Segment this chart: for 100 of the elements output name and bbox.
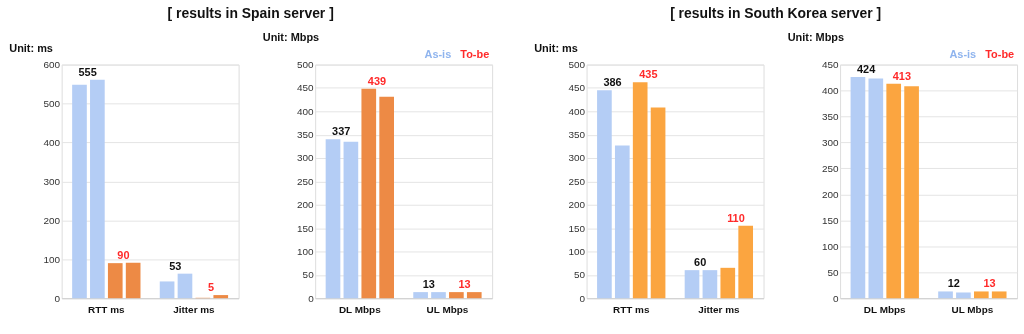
bar xyxy=(325,139,341,299)
bar xyxy=(431,292,446,299)
annotation: 413 xyxy=(892,69,911,82)
y-tick-label: 200 xyxy=(821,188,840,200)
y-tick-label: 100 xyxy=(43,253,61,265)
y-tick-label: 500 xyxy=(568,59,586,71)
chart-title: [ results in Spain server ] xyxy=(167,5,334,22)
y-tick-label: 100 xyxy=(297,245,315,257)
y-tick-label: 100 xyxy=(568,245,586,257)
y-tick-label: 0 xyxy=(833,292,840,304)
bar xyxy=(159,281,175,299)
y-tick-label: 150 xyxy=(568,222,586,234)
bar xyxy=(343,141,359,299)
y-tick-label: 300 xyxy=(821,136,840,148)
bar xyxy=(868,78,884,299)
annotation: 60 xyxy=(694,256,707,269)
text: To-be xyxy=(460,47,490,60)
y-tick-label: 250 xyxy=(297,175,315,187)
y-tick-label: 600 xyxy=(43,59,61,71)
bar xyxy=(650,107,666,299)
y-tick-label: 300 xyxy=(43,175,61,187)
bar xyxy=(177,273,193,299)
y-tick-label: 400 xyxy=(43,136,61,148)
chart-subtitle: Unit: ms xyxy=(9,41,53,54)
bar xyxy=(614,145,630,299)
y-tick-label: 500 xyxy=(43,97,61,109)
annotation: 5 xyxy=(208,281,215,294)
annotation: 337 xyxy=(332,125,351,138)
text: As-is xyxy=(424,47,452,60)
annotation: 439 xyxy=(367,74,387,87)
x-tick-label: RTT ms xyxy=(88,303,126,315)
annotation: 13 xyxy=(458,278,471,291)
y-tick-label: 50 xyxy=(574,269,586,281)
y-tick-label: 400 xyxy=(821,85,840,96)
annotation: 110 xyxy=(727,211,745,224)
bar xyxy=(991,291,1007,299)
annotation: 13 xyxy=(983,277,996,290)
bar xyxy=(684,270,700,299)
y-tick-label: 250 xyxy=(568,175,586,187)
y-tick-label: 200 xyxy=(297,199,315,211)
bar xyxy=(702,270,718,299)
y-tick-label: 0 xyxy=(579,292,586,304)
bar xyxy=(449,292,464,299)
bar xyxy=(90,79,105,299)
bar xyxy=(213,295,229,299)
bar xyxy=(956,292,971,299)
bar xyxy=(413,292,428,299)
x-tick-label: DL Mbps xyxy=(338,303,382,315)
text: As-is xyxy=(949,47,977,60)
bar xyxy=(379,96,394,299)
bar xyxy=(72,84,87,299)
y-tick-label: 450 xyxy=(568,82,586,94)
y-tick-label: 0 xyxy=(308,292,315,304)
annotation: 435 xyxy=(639,68,658,81)
y-tick-label: 350 xyxy=(568,129,586,141)
y-tick-label: 200 xyxy=(43,214,61,226)
text: To-be xyxy=(985,47,1015,60)
bar xyxy=(904,86,919,299)
x-tick-label: Jitter ms xyxy=(698,303,741,315)
chart-subtitle: Unit: Mbps xyxy=(787,30,845,43)
bar xyxy=(973,291,989,299)
y-tick-label: 350 xyxy=(297,129,315,141)
y-tick-label: 450 xyxy=(297,82,315,94)
y-tick-label: 50 xyxy=(827,266,840,278)
y-tick-label: 100 xyxy=(821,240,840,252)
y-tick-label: 300 xyxy=(568,152,586,164)
annotation: 90 xyxy=(117,248,130,261)
x-tick-label: DL Mbps xyxy=(863,303,907,315)
bar xyxy=(720,267,736,299)
bar xyxy=(938,291,953,299)
annotation: 424 xyxy=(856,63,877,76)
bar xyxy=(886,83,902,299)
y-tick-label: 450 xyxy=(821,59,840,71)
bar xyxy=(597,90,612,299)
y-tick-label: 0 xyxy=(54,292,61,304)
y-tick-label: 150 xyxy=(297,222,315,234)
x-tick-label: Jitter ms xyxy=(173,303,216,315)
chart-subtitle: Unit: Mbps xyxy=(262,30,320,43)
x-tick-label: RTT ms xyxy=(613,303,650,315)
bar xyxy=(738,225,754,299)
bar xyxy=(361,88,377,299)
y-tick-label: 500 xyxy=(297,59,315,71)
y-tick-label: 150 xyxy=(821,214,840,226)
bar xyxy=(850,77,866,299)
bar xyxy=(466,292,482,299)
annotation: 13 xyxy=(422,278,435,291)
chart-subtitle: Unit: ms xyxy=(534,41,578,54)
y-tick-label: 400 xyxy=(297,105,315,117)
x-tick-label: UL Mbps xyxy=(426,303,469,315)
bar xyxy=(107,263,123,299)
annotation: 53 xyxy=(169,259,182,272)
chart-title: [ results in South Korea server ] xyxy=(670,5,882,22)
annotation: 12 xyxy=(947,277,960,290)
bar xyxy=(125,262,141,299)
annotation: 555 xyxy=(78,65,97,78)
x-tick-label: UL Mbps xyxy=(951,303,994,315)
y-tick-label: 200 xyxy=(568,199,586,211)
y-tick-label: 250 xyxy=(821,162,840,174)
y-tick-label: 400 xyxy=(568,105,586,117)
bar xyxy=(632,82,648,299)
